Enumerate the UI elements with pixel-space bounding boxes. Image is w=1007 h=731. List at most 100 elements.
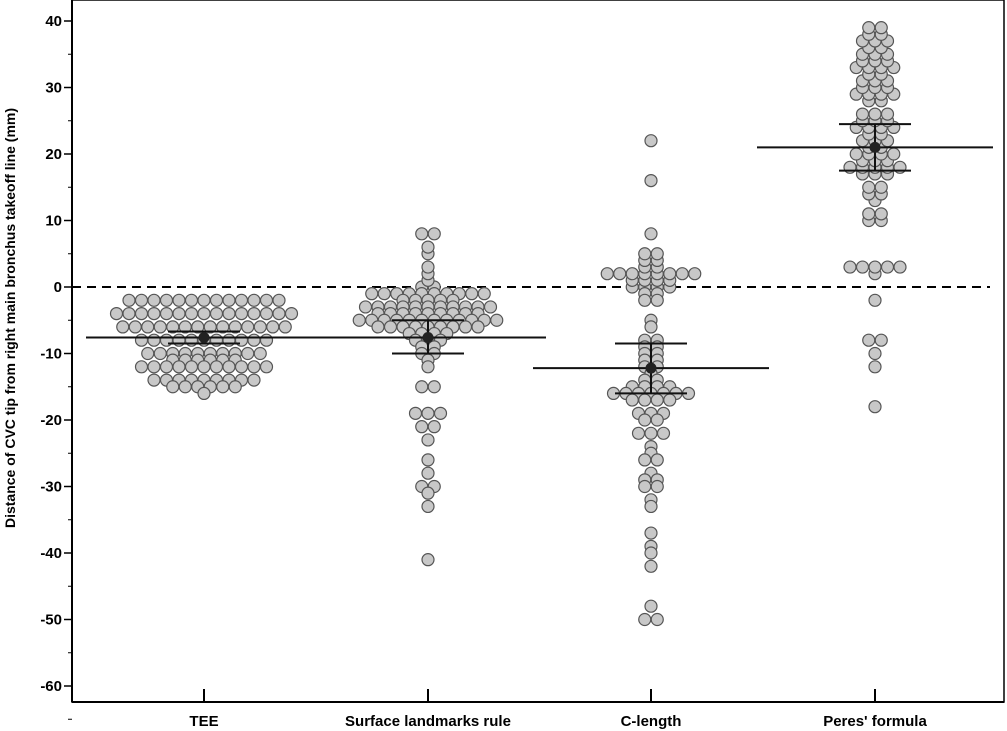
data-point (644, 134, 658, 148)
data-point (209, 307, 224, 321)
data-point (483, 300, 498, 314)
data-point (638, 453, 652, 467)
data-point (458, 320, 473, 334)
data-point (887, 147, 901, 161)
data-point (259, 360, 274, 374)
data-point (247, 333, 261, 347)
data-point (650, 479, 664, 494)
data-point (415, 380, 429, 394)
data-point (421, 553, 435, 567)
data-point (650, 247, 664, 261)
data-point (638, 413, 652, 427)
data-point (880, 107, 895, 121)
data-point (147, 373, 161, 387)
data-point (216, 380, 230, 394)
y-ticks: 40 30 20 10 0 -10 -20 -30 -40 -50 -60 (40, 13, 72, 720)
data-point (197, 307, 211, 321)
data-point (644, 227, 658, 241)
data-point (613, 267, 627, 281)
data-point (266, 320, 280, 334)
data-point (172, 293, 186, 307)
data-point (197, 360, 211, 374)
data-point (109, 307, 124, 321)
data-point (868, 360, 882, 374)
data-point (638, 293, 652, 307)
data-point (253, 346, 267, 361)
y-tick-label: 30 (45, 80, 62, 97)
mean-ci-markers (86, 123, 993, 395)
data-point (153, 320, 167, 334)
data-point (427, 420, 441, 434)
y-tick-label: -30 (40, 479, 62, 496)
data-point (134, 293, 149, 307)
data-point (663, 393, 677, 407)
data-point (247, 360, 261, 374)
data-point (868, 107, 882, 121)
data-point (352, 313, 366, 327)
data-point (116, 320, 130, 334)
data-point (638, 479, 652, 494)
data-point (644, 559, 658, 573)
data-point (862, 180, 876, 194)
x-category-label: Peres' formula (823, 713, 927, 730)
data-point (172, 360, 186, 374)
data-point (134, 360, 149, 374)
data-point (644, 599, 658, 613)
data-point (490, 313, 504, 327)
data-point (862, 21, 876, 35)
x-category-label: Surface landmarks rule (345, 713, 511, 730)
data-point (365, 287, 379, 301)
data-point (843, 260, 857, 274)
data-point (625, 393, 639, 407)
data-point (234, 293, 249, 307)
y-axis-title: Distance of CVC tip from right main bron… (2, 108, 18, 528)
data-point (477, 287, 491, 301)
data-point (209, 293, 224, 307)
mean-marker (645, 362, 657, 374)
data-point (849, 147, 863, 161)
data-point (184, 360, 199, 374)
data-point (644, 426, 658, 440)
data-point (371, 320, 385, 334)
y-tick-label: 0 (54, 279, 62, 296)
data-point (122, 307, 136, 321)
data-point (247, 373, 261, 387)
data-point (222, 360, 236, 374)
data-point (471, 320, 485, 334)
data-point (122, 293, 136, 307)
data-point (383, 320, 398, 334)
data-point (209, 360, 224, 374)
data-point (421, 360, 435, 374)
data-point (272, 307, 286, 321)
data-points (109, 21, 907, 627)
data-point (141, 320, 155, 334)
data-point (284, 307, 299, 321)
y-tick-label: -50 (40, 612, 62, 629)
data-point (253, 320, 267, 334)
data-point (421, 486, 435, 500)
y-tick-label: 10 (45, 213, 62, 230)
data-point (855, 260, 870, 274)
data-point (278, 320, 292, 334)
data-point (184, 293, 199, 307)
data-point (147, 293, 161, 307)
data-point (259, 293, 274, 307)
data-point (159, 293, 174, 307)
data-point (247, 293, 261, 307)
y-tick-label: -60 (40, 678, 62, 695)
data-point (421, 453, 435, 467)
data-point (197, 386, 211, 400)
data-point (893, 260, 907, 274)
y-tick-label: -20 (40, 412, 62, 429)
data-point (415, 227, 429, 241)
data-point (638, 393, 652, 407)
data-point (147, 333, 161, 347)
data-point (222, 293, 236, 307)
data-point (650, 393, 664, 407)
data-point (172, 307, 186, 321)
x-category-label: C-length (621, 713, 682, 730)
data-point (166, 380, 180, 394)
data-point (421, 466, 435, 480)
data-point (874, 333, 888, 347)
data-point (147, 307, 161, 321)
